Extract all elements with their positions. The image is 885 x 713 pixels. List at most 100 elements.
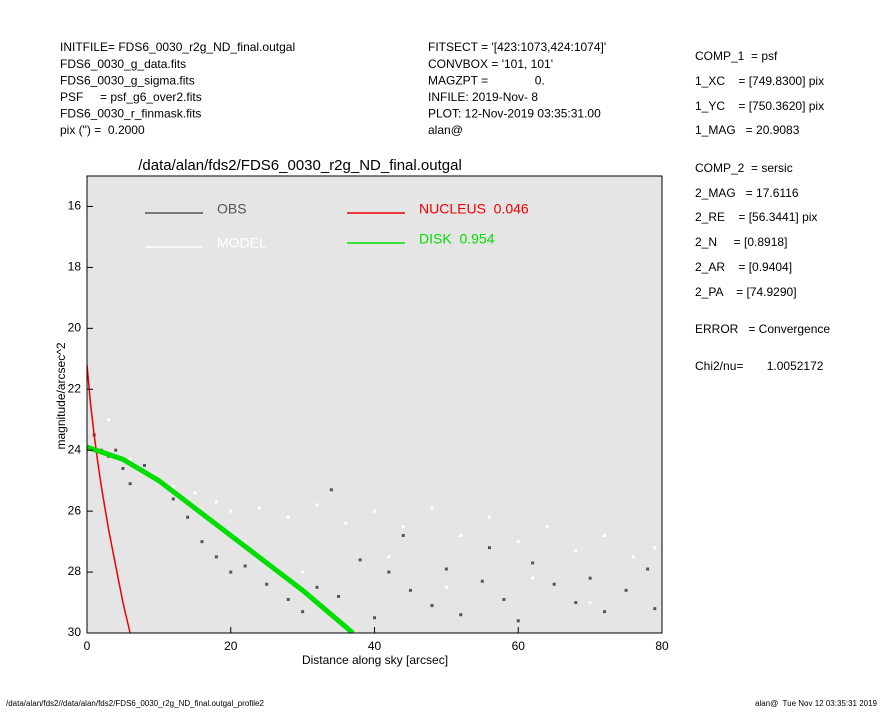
data-point [114, 448, 118, 452]
data-point [588, 601, 592, 605]
data-point [646, 567, 650, 571]
data-point [243, 564, 247, 568]
fit-parameter: 2_PA = [74.9290] [695, 285, 797, 299]
fit-parameter: Chi2/nu= 1.0052172 [695, 359, 824, 373]
data-point [459, 534, 463, 538]
header-left-line: INITFILE= FDS6_0030_r2g_ND_final.outgal [60, 40, 295, 54]
data-point [286, 515, 290, 519]
data-point [653, 607, 657, 611]
data-point [401, 534, 405, 538]
footer-right: alan@ Tue Nov 12 03:35:31 2019 [755, 699, 878, 708]
x-tick-label: 20 [224, 639, 238, 653]
data-point [459, 613, 463, 617]
data-point [128, 457, 132, 461]
profile-line [87, 364, 131, 633]
data-point [329, 488, 333, 492]
fit-parameter: ERROR = Convergence [695, 322, 830, 336]
data-point [128, 482, 132, 486]
data-point [243, 540, 247, 544]
plot-area [87, 364, 657, 633]
data-point [214, 500, 218, 504]
data-point [444, 585, 448, 589]
y-tick-label: 24 [68, 442, 82, 456]
fit-parameter: 2_RE = [56.3441] pix [695, 210, 817, 224]
header-middle-line: MAGZPT = 0. [428, 73, 545, 87]
data-point [301, 610, 305, 614]
chart-title: /data/alan/fds2/FDS6_0030_r2g_ND_final.o… [138, 157, 462, 174]
data-point [516, 540, 520, 544]
y-tick-label: 30 [68, 625, 82, 639]
data-point [531, 561, 535, 565]
header-middle-line: CONVBOX = '101, 101' [428, 57, 553, 71]
y-tick-label: 22 [68, 381, 82, 395]
data-point [337, 594, 341, 598]
plot-background [87, 176, 662, 633]
data-point [387, 555, 391, 559]
header-middle-line: PLOT: 12-Nov-2019 03:35:31.00 [428, 107, 601, 121]
data-point [229, 509, 233, 513]
y-tick-label: 18 [68, 260, 82, 274]
data-point [373, 616, 376, 620]
data-point [373, 509, 376, 513]
fit-parameter: 1_MAG = 20.9083 [695, 123, 800, 137]
y-tick-label: 20 [68, 321, 82, 335]
data-point [401, 524, 405, 528]
header-left-line: pix (") = 0.2000 [60, 123, 145, 137]
data-point [121, 466, 125, 470]
fit-parameter: 2_AR = [0.9404] [695, 260, 792, 274]
x-tick-label: 0 [84, 639, 91, 653]
header-left-line: FDS6_0030_g_sigma.fits [60, 73, 195, 87]
x-tick-label: 80 [655, 639, 669, 653]
data-point [631, 555, 635, 559]
data-point [358, 558, 362, 562]
data-point [574, 601, 578, 605]
legend-label: NUCLEUS 0.046 [419, 201, 529, 217]
fit-parameter: 1_XC = [749.8300] pix [695, 74, 824, 88]
legend-label: MODEL [217, 235, 267, 251]
data-point [286, 597, 290, 601]
x-tick-label: 40 [368, 639, 382, 653]
data-point [574, 549, 578, 553]
data-point [430, 506, 434, 510]
data-point [502, 597, 506, 601]
data-point [444, 567, 448, 571]
data-point [488, 515, 491, 519]
data-point [315, 585, 319, 589]
header-middle-line: FITSECT = '[423:1073,424:1074]' [428, 40, 606, 54]
data-point [186, 515, 190, 519]
legend-label: OBS [217, 201, 247, 217]
data-point [516, 619, 520, 623]
data-point [344, 521, 348, 525]
data-point [480, 579, 484, 583]
fit-parameter: 2_MAG = 17.6116 [695, 186, 799, 200]
data-point [588, 576, 592, 580]
data-point [214, 555, 218, 559]
header-left-line: PSF = psf_g6_over2.fits [60, 90, 202, 104]
legend-label: DISK 0.954 [419, 231, 495, 247]
data-point [265, 582, 269, 586]
data-point [143, 463, 146, 467]
data-point [229, 570, 233, 574]
data-point [603, 610, 606, 614]
data-point [387, 570, 391, 574]
x-tick-label: 60 [512, 639, 526, 653]
profile-line [87, 444, 355, 633]
x-axis-label: Distance along sky [arcsec] [302, 653, 448, 667]
data-point [301, 570, 305, 574]
data-point [430, 604, 434, 608]
header-left-line: FDS6_0030_r_finmask.fits [60, 107, 201, 121]
data-point [408, 588, 412, 592]
data-point [653, 546, 657, 550]
fit-parameter: 2_N = [0.8918] [695, 235, 787, 249]
data-point [531, 576, 535, 580]
data-point [552, 582, 556, 586]
data-point [488, 546, 491, 550]
data-point [171, 497, 175, 501]
header-middle-line: alan@ [428, 123, 463, 137]
y-axis-label: magnitude/arcsec^2 [54, 342, 68, 449]
data-point [193, 491, 197, 495]
y-tick-label: 16 [68, 199, 82, 213]
data-point [258, 506, 261, 510]
data-point [171, 485, 175, 489]
header-left-line: FDS6_0030_g_data.fits [60, 57, 186, 71]
